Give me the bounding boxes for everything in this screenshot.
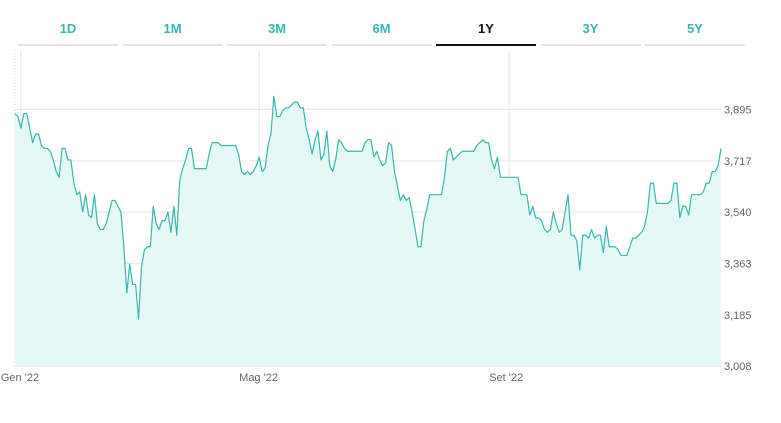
x-tick-label: Gen '22 [1,372,39,384]
y-tick-label: 3,363 [724,258,752,270]
x-tick-label: Mag '22 [239,372,278,384]
tab-1y[interactable]: 1Y [436,14,536,46]
y-tick-label: 3,540 [724,207,752,219]
area-fill [15,96,721,367]
tab-3y[interactable]: 3Y [540,14,641,46]
price-area [14,95,722,367]
series-line [14,95,722,320]
y-tick-label: 3,717 [724,156,752,168]
x-axis: Gen '22 Mag '22 Set '22 [1,372,523,384]
tab-3m[interactable]: 3M [227,14,327,46]
tab-1d[interactable]: 1D [18,14,118,46]
y-tick-label: 3,185 [724,310,752,322]
tab-1m[interactable]: 1M [122,14,223,46]
tab-5y[interactable]: 5Y [645,14,745,46]
tab-6m[interactable]: 6M [331,14,432,46]
y-tick-label: 3,895 [724,104,752,116]
y-axis: 3,008 3,185 3,363 3,540 3,717 3,895 [724,104,752,373]
range-tabs: 1D 1M 3M 6M 1Y 3Y 5Y [16,14,748,46]
y-tick-label: 3,008 [724,361,752,373]
x-tick-label: Set '22 [489,372,523,384]
